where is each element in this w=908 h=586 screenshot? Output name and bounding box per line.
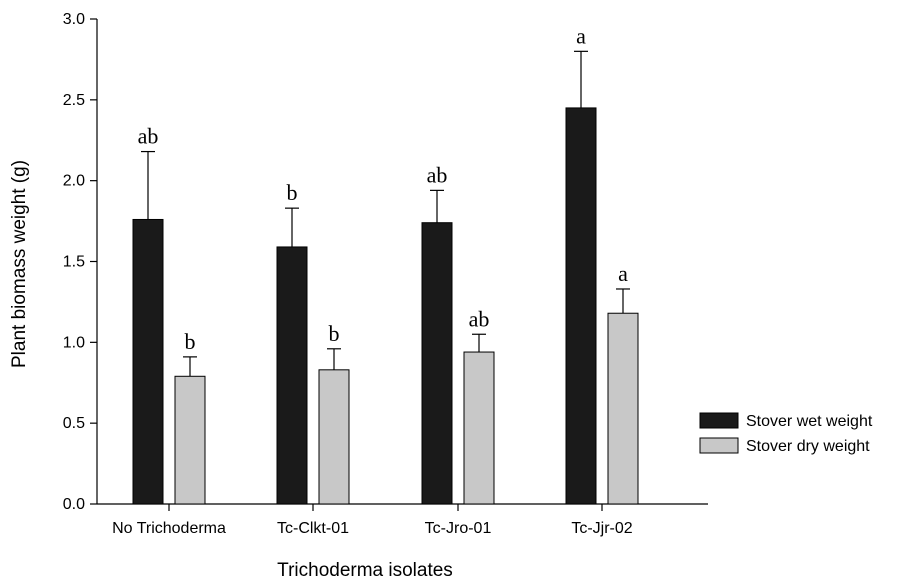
x-tick-label: No Trichoderma: [112, 520, 226, 537]
bar: [174, 375, 206, 505]
y-tick-label: 3.0: [63, 11, 85, 28]
significance-label: b: [329, 321, 340, 346]
legend-swatch: [699, 412, 739, 429]
legend-swatch: [699, 437, 739, 454]
significance-label: ab: [138, 124, 159, 149]
x-tick-label: Tc-Clkt-01: [277, 520, 349, 537]
significance-label: b: [287, 180, 298, 205]
bar: [132, 218, 164, 505]
significance-label: a: [618, 261, 628, 286]
y-tick-label: 2.0: [63, 173, 85, 190]
y-tick-label: 0.5: [63, 415, 85, 432]
bar: [607, 312, 639, 505]
axes: 0.0 0.5 1.0 1.5 2.0 2.5 3.0 No Trichoderma Tc-Cl…: [63, 11, 708, 537]
bar: [463, 351, 495, 505]
significance-label: ab: [469, 306, 490, 331]
x-tick-label: Tc-Jro-01: [425, 520, 492, 537]
significance-label: b: [185, 329, 196, 354]
legend-label: Stover wet weight: [746, 413, 873, 430]
bar: [565, 107, 597, 505]
y-tick-label: 1.0: [63, 334, 85, 351]
y-axis-title: Plant biomass weight (g): [9, 160, 30, 368]
x-tick-label: Tc-Jjr-02: [571, 520, 632, 537]
y-tick-label: 0.0: [63, 496, 85, 513]
x-axis-title: Trichoderma isolates: [277, 560, 453, 581]
bar: [421, 222, 453, 505]
y-tick-label: 2.5: [63, 92, 85, 109]
y-tick-label: 1.5: [63, 254, 85, 271]
significance-label: ab: [427, 162, 448, 187]
legend-label: Stover dry weight: [746, 438, 870, 455]
bar: [276, 246, 308, 505]
legend: Stover wet weight Stover dry weight: [699, 412, 873, 455]
bar: [318, 369, 350, 505]
significance-label: a: [576, 23, 586, 48]
